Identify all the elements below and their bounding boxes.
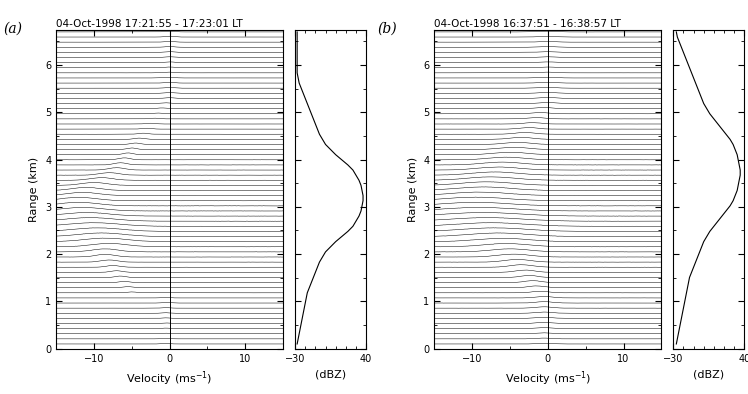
Text: 04-Oct-1998 17:21:55 - 17:23:01 LT: 04-Oct-1998 17:21:55 - 17:23:01 LT <box>56 19 243 29</box>
Y-axis label: Range (km): Range (km) <box>408 156 417 222</box>
Y-axis label: Range (km): Range (km) <box>29 156 40 222</box>
Text: (a): (a) <box>4 22 22 36</box>
Text: (b): (b) <box>378 22 397 36</box>
X-axis label: (dBZ): (dBZ) <box>315 369 346 379</box>
Text: 04-Oct-1998 16:37:51 - 16:38:57 LT: 04-Oct-1998 16:37:51 - 16:38:57 LT <box>435 19 621 29</box>
X-axis label: Velocity (ms$^{-1}$): Velocity (ms$^{-1}$) <box>126 369 213 388</box>
X-axis label: (dBZ): (dBZ) <box>693 369 724 379</box>
X-axis label: Velocity (ms$^{-1}$): Velocity (ms$^{-1}$) <box>505 369 591 388</box>
